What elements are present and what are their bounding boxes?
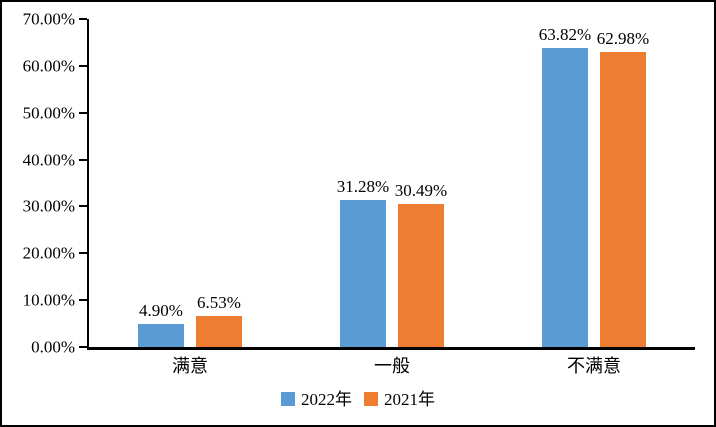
bar-value-label: 6.53% xyxy=(197,293,241,313)
y-tick-label: 0.00% xyxy=(31,337,75,357)
legend-swatch xyxy=(281,392,295,406)
legend-label: 2021年 xyxy=(384,389,435,409)
y-axis-labels: 0.00% 10.00% 20.00% 30.00% 40.00% 50.00% 60.00… xyxy=(2,11,75,356)
bar xyxy=(542,47,588,347)
y-axis-tick xyxy=(79,18,87,20)
bar xyxy=(196,316,242,347)
legend-item: 2022年 xyxy=(281,391,352,408)
y-axis-tick xyxy=(79,205,87,208)
y-tick-label: 60.00% xyxy=(22,56,75,76)
category-label: 一般 xyxy=(374,356,410,376)
bar xyxy=(138,324,184,347)
legend-item: 2021年 xyxy=(364,391,435,408)
y-axis-tick xyxy=(79,299,87,302)
y-tick-label: 20.00% xyxy=(22,243,75,263)
category-label: 不满意 xyxy=(567,356,621,376)
y-tick-label: 70.00% xyxy=(22,9,75,29)
y-axis-tick xyxy=(79,252,87,255)
bar-value-label: 62.98% xyxy=(596,28,650,48)
x-axis-labels: 满意 一般 不满意 xyxy=(89,356,695,382)
bar-value-label: 63.82% xyxy=(538,24,592,44)
bar xyxy=(600,51,646,347)
legend-swatch xyxy=(364,392,378,406)
y-tick-label: 40.00% xyxy=(22,150,75,170)
y-tick-label: 10.00% xyxy=(22,290,75,310)
y-tick-label: 30.00% xyxy=(22,196,75,216)
bar-value-label: 4.90% xyxy=(139,301,183,321)
y-axis-tick xyxy=(79,111,87,114)
bar xyxy=(340,200,386,347)
y-tick-label: 50.00% xyxy=(22,103,75,123)
y-axis-tick xyxy=(79,158,87,161)
plot-area: 4.90% 6.53% 31.28% 30.49% 63.82% 62.98% xyxy=(79,18,695,350)
category-label: 满意 xyxy=(172,356,208,376)
y-axis-tick xyxy=(79,346,87,348)
y-axis-tick xyxy=(79,64,87,67)
legend: 2022年 2021年 xyxy=(2,388,714,410)
bar-value-label: 31.28% xyxy=(336,177,390,197)
legend-label: 2022年 xyxy=(301,389,352,409)
bar-value-label: 30.49% xyxy=(394,181,448,201)
bar xyxy=(398,204,444,347)
